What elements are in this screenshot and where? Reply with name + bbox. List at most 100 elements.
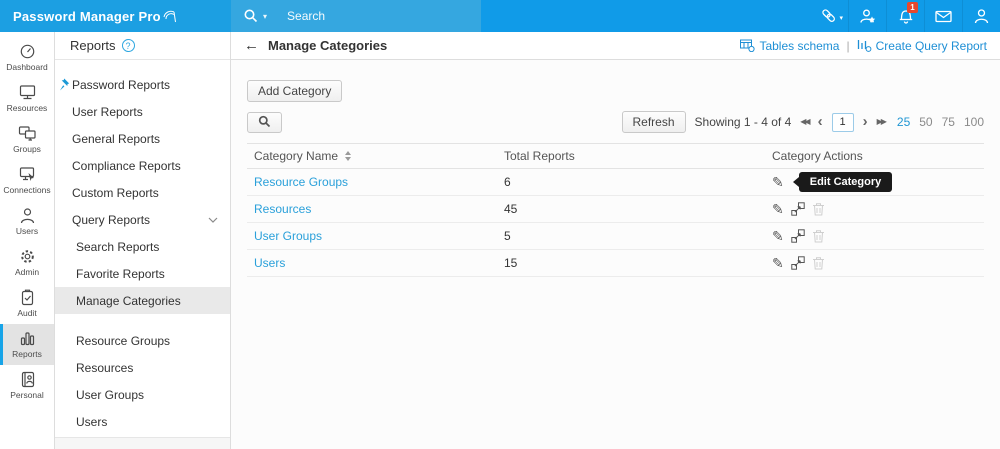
edit-category-tooltip: Edit Category [792, 172, 893, 192]
sidebar-item-manage-categories[interactable]: Manage Categories [55, 287, 230, 314]
page-size-50[interactable]: 50 [919, 115, 933, 129]
category-link[interactable]: User Groups [254, 229, 323, 243]
link-separator: | [846, 38, 850, 53]
sidebar-item-compliance-reports[interactable]: Compliance Reports [55, 152, 230, 179]
sidebar-item-dashboard[interactable]: Dashboard [0, 37, 54, 78]
first-page-button[interactable]: ◀◀ [800, 117, 810, 126]
sidebar-item-users[interactable]: Users [0, 201, 54, 242]
nav-label: Reports [12, 349, 42, 359]
edit-category-icon[interactable]: ✎ [772, 201, 784, 217]
move-reports-icon[interactable] [791, 256, 805, 270]
current-page-input[interactable]: 1 [831, 112, 854, 132]
sidebar-item-connections[interactable]: Connections [0, 160, 54, 201]
main-header: ← Manage Categories Tables schema | [231, 32, 1000, 60]
help-icon[interactable]: ? [121, 39, 135, 52]
top-bar: Password Manager Pro ▾ Search [0, 0, 1000, 32]
sidebar-item-admin[interactable]: Admin [0, 242, 54, 283]
manage-categories-panel: Add Category Refresh Showing 1 - 4 of 4 … [231, 60, 1000, 277]
sidebar-item-password-reports[interactable]: Password Reports [55, 71, 230, 98]
column-label: Category Name [254, 149, 339, 163]
table-row: Resource Groups 6 ✎ Edit Category [247, 169, 984, 196]
page-size-25[interactable]: 25 [896, 115, 911, 129]
address-book-icon [18, 371, 37, 388]
row-actions: ✎ Edit Category [772, 172, 984, 192]
chevron-down-icon [208, 217, 218, 223]
sidebar-item-resource-groups[interactable]: Resource Groups [55, 327, 230, 354]
page-size-75[interactable]: 75 [941, 115, 955, 129]
sidebar-item-resources[interactable]: Resources [0, 78, 54, 119]
tables-schema-link[interactable]: Tables schema [740, 39, 839, 53]
last-page-button[interactable]: ▶▶ [876, 117, 887, 126]
users-icon [18, 207, 37, 224]
sort-icon[interactable] [345, 151, 352, 161]
sidebar-title: Reports [70, 38, 116, 53]
quick-links-caret-icon: ▾ [839, 15, 843, 22]
sidebar-item-reports[interactable]: Reports [0, 324, 54, 365]
create-query-report-link[interactable]: Create Query Report [857, 39, 987, 53]
sidebar-item-label: Resources [76, 360, 134, 375]
sidebar-item-search-reports[interactable]: Search Reports [55, 233, 230, 260]
delete-category-icon[interactable] [812, 256, 825, 270]
nav-label: Personal [10, 390, 44, 400]
move-reports-icon[interactable] [791, 229, 805, 243]
sidebar-item-label: General Reports [72, 131, 161, 146]
sidebar-item-label: Query Reports [72, 212, 151, 227]
next-page-button[interactable]: › [862, 112, 868, 130]
sidebar-item-custom-reports[interactable]: Custom Reports [55, 179, 230, 206]
category-link[interactable]: Resource Groups [254, 175, 349, 189]
user-favorites-button[interactable] [848, 0, 886, 32]
sidebar-item-query-reports[interactable]: Query Reports [55, 206, 230, 233]
notification-badge: 1 [907, 2, 918, 13]
search-scope-caret-icon[interactable]: ▾ [263, 11, 268, 21]
global-search-input[interactable]: ▾ Search [231, 0, 481, 32]
sidebar-item-user-groups[interactable]: User Groups [55, 381, 230, 408]
notifications-button[interactable]: 1 [886, 0, 924, 32]
delete-category-icon[interactable] [812, 229, 825, 243]
edit-category-icon[interactable]: ✎ [772, 255, 784, 271]
messages-button[interactable] [924, 0, 962, 32]
previous-page-button[interactable]: ‹ [817, 112, 823, 130]
table-row: User Groups 5 ✎ [247, 223, 984, 250]
sidebar-footer [55, 437, 230, 449]
sidebar-item-audit[interactable]: Audit [0, 283, 54, 324]
gear-icon [18, 248, 37, 265]
sidebar-item-personal[interactable]: Personal [0, 365, 54, 406]
total-reports-value: 5 [504, 229, 511, 243]
quick-links-button[interactable]: ▾ [810, 0, 848, 32]
refresh-button[interactable]: Refresh [621, 111, 686, 133]
sidebar-item-label: User Reports [72, 104, 143, 119]
user-icon [974, 9, 989, 24]
sidebar-item-favorite-reports[interactable]: Favorite Reports [55, 260, 230, 287]
nav-label: Groups [13, 144, 41, 154]
nav-label: Connections [3, 185, 51, 195]
total-reports-value: 15 [504, 256, 518, 270]
category-link[interactable]: Resources [254, 202, 312, 216]
connections-icon [18, 166, 37, 183]
account-button[interactable] [962, 0, 1000, 32]
table-schema-icon [740, 39, 756, 52]
sidebar-item-users[interactable]: Users [55, 408, 230, 435]
tooltip-arrow [792, 177, 799, 187]
add-category-button[interactable]: Add Category [247, 80, 343, 102]
sidebar-item-user-reports[interactable]: User Reports [55, 98, 230, 125]
sidebar-item-groups[interactable]: Groups [0, 119, 54, 160]
sidebar-item-general-reports[interactable]: General Reports [55, 125, 230, 152]
category-link[interactable]: Users [254, 256, 286, 270]
app-logo-text: Password Manager Pro [13, 8, 161, 24]
back-button[interactable]: ← [244, 37, 259, 54]
edit-category-icon[interactable]: ✎ [772, 228, 784, 244]
move-reports-icon[interactable] [791, 202, 805, 216]
pagination: Refresh Showing 1 - 4 of 4 ◀◀ ‹ 1 › ▶▶ 2… [621, 111, 984, 133]
clipboard-check-icon [18, 289, 37, 306]
page-size-options: 25 50 75 100 [897, 115, 984, 129]
categories-table: Category Name Total Reports Category Act… [247, 143, 984, 277]
sidebar-item-resources[interactable]: Resources [55, 354, 230, 381]
search-icon [244, 9, 258, 23]
page-size-100[interactable]: 100 [963, 115, 984, 129]
delete-category-icon[interactable] [812, 202, 825, 216]
edit-category-icon[interactable]: ✎ [772, 174, 784, 190]
table-row: Users 15 ✎ [247, 250, 984, 277]
table-search-button[interactable] [247, 111, 282, 133]
query-report-icon [857, 40, 872, 52]
column-category-name[interactable]: Category Name [254, 149, 504, 163]
